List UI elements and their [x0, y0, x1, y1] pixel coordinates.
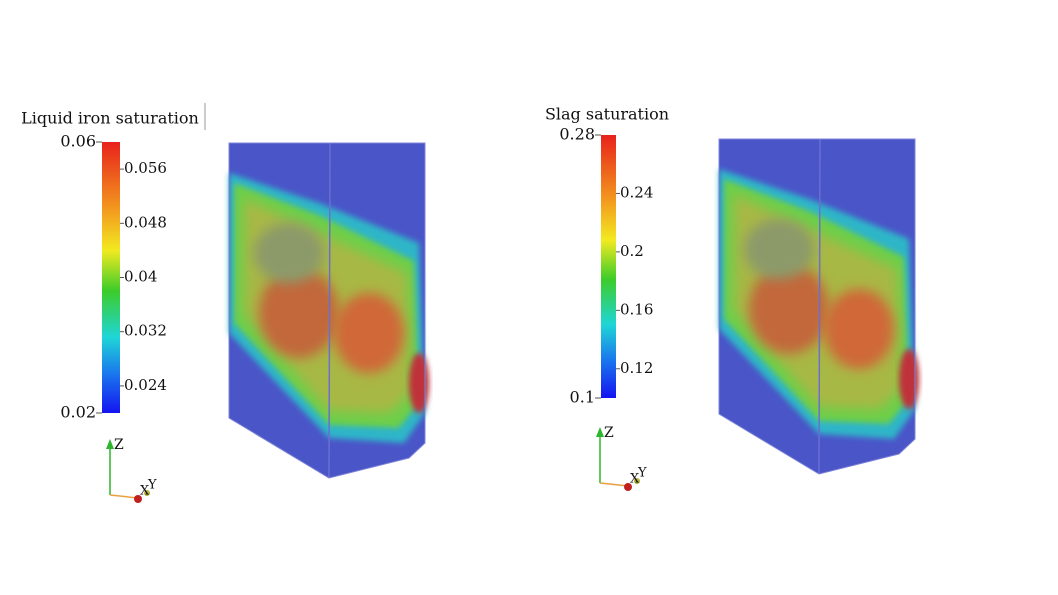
axis-label: Y	[147, 478, 157, 493]
y-cone	[634, 478, 640, 484]
colorbar-title: Liquid iron saturation	[21, 109, 199, 128]
tick-label: 0.048	[124, 213, 167, 231]
tick-label: 0.024	[124, 376, 167, 394]
range-min-label: 0.1	[570, 388, 595, 407]
z-arrow	[596, 427, 604, 437]
x-axis	[599, 482, 629, 487]
axis-label: X	[630, 472, 640, 487]
colorbar	[601, 135, 616, 398]
colorbar-title: Slag saturation	[545, 105, 669, 124]
origin	[624, 483, 632, 491]
tick-label: 0.04	[124, 268, 157, 286]
origin	[134, 495, 142, 503]
tick-label: 0.032	[124, 322, 167, 340]
axis-label: Z	[604, 425, 614, 441]
tick-label: 0.24	[620, 183, 653, 201]
x-axis	[109, 494, 139, 499]
tick-label: 0.12	[620, 359, 653, 377]
z-arrow	[106, 439, 114, 449]
range-max-label: 0.28	[559, 125, 595, 144]
tick-label: 0.16	[620, 300, 653, 318]
slag-render	[719, 139, 919, 474]
tick-label: 0.056	[124, 159, 167, 177]
axis-label: Z	[114, 437, 124, 453]
y-cone	[144, 490, 150, 496]
range-max-label: 0.06	[60, 132, 96, 151]
colorbar	[102, 142, 120, 413]
tick-label: 0.2	[620, 242, 644, 260]
axis-label: X	[140, 484, 150, 499]
axis-label: Y	[637, 466, 647, 481]
range-min-label: 0.02	[60, 403, 96, 422]
iron-render	[229, 143, 429, 478]
